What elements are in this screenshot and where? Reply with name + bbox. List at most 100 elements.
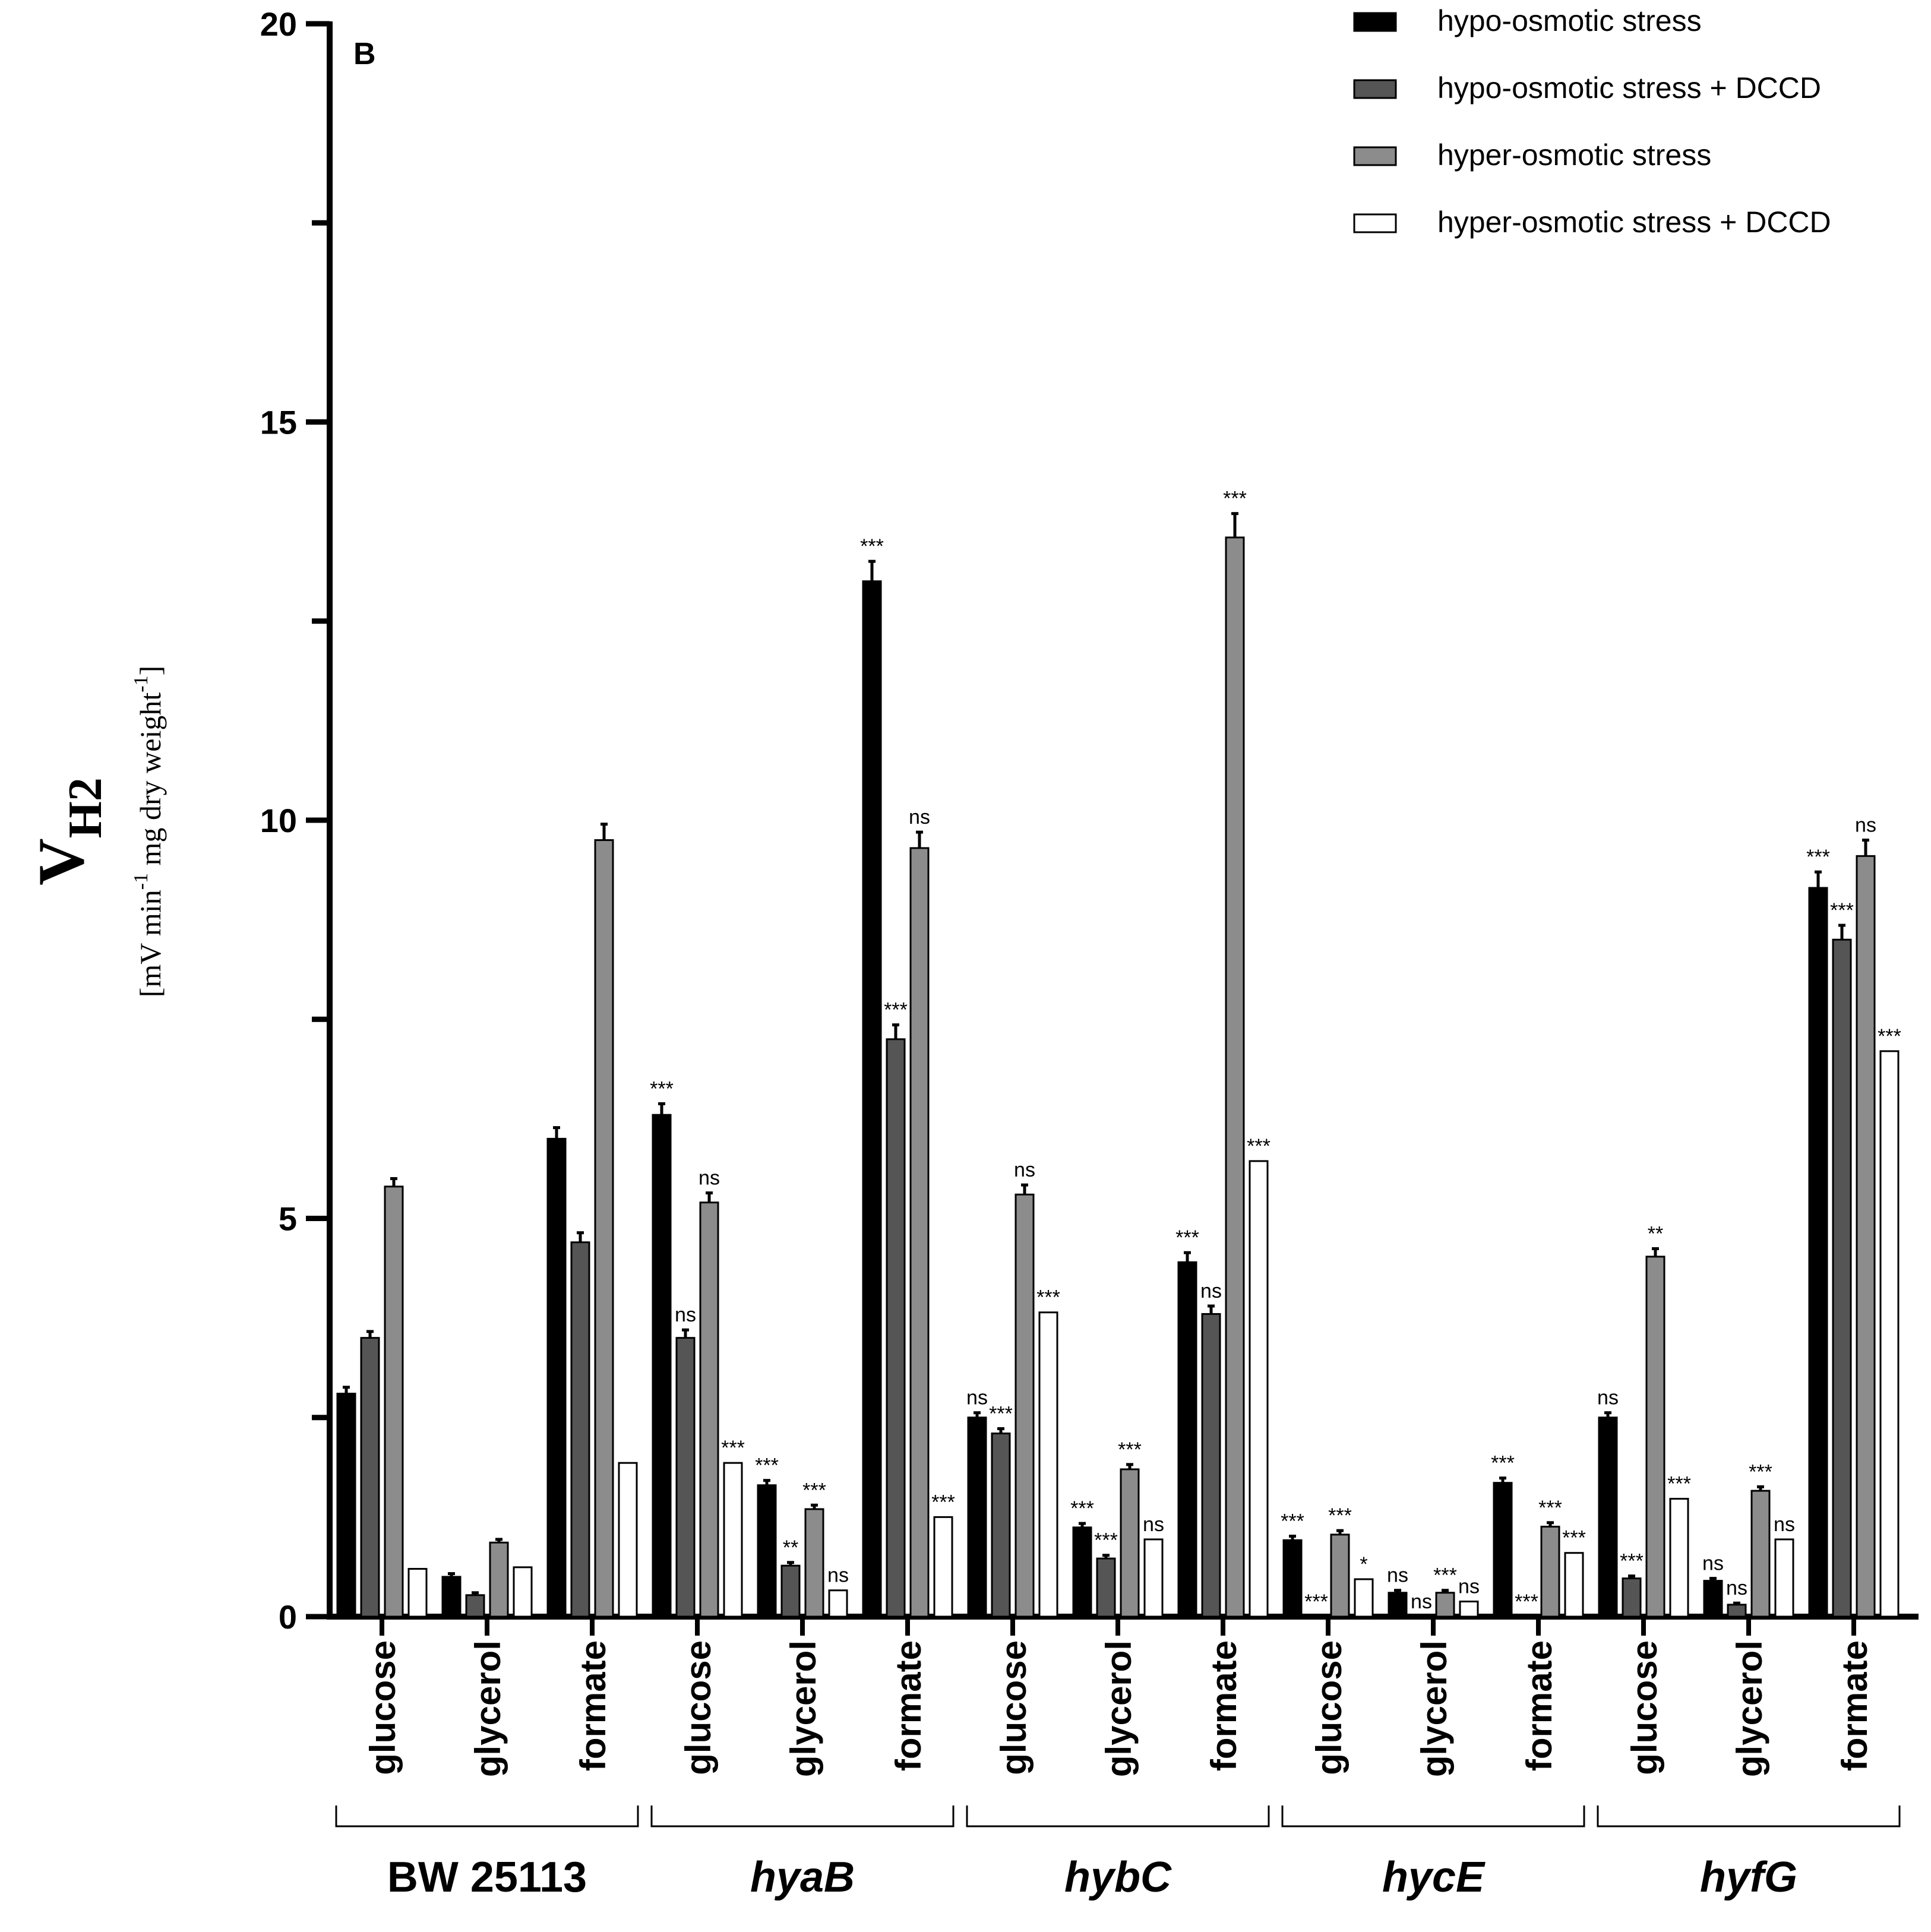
category-label: formate	[1835, 1640, 1875, 1771]
significance-label: ***	[802, 1479, 826, 1501]
category-label: formate	[1519, 1640, 1559, 1771]
bar	[570, 1241, 590, 1618]
bar	[1856, 855, 1876, 1618]
category-label: glucose	[994, 1640, 1034, 1775]
group-label: hyfG	[1700, 1854, 1797, 1901]
significance-label: ***	[1878, 1025, 1901, 1048]
bar	[360, 1337, 380, 1618]
category-label: glycerol	[468, 1640, 508, 1777]
significance-label: ***	[1830, 899, 1854, 922]
significance-label: ns	[1387, 1564, 1408, 1587]
y-axis-units-superscript: -1	[130, 675, 152, 692]
significance-label: **	[783, 1536, 798, 1559]
category-label: glucose	[678, 1640, 718, 1775]
bar	[1703, 1580, 1723, 1618]
bar	[489, 1541, 509, 1618]
bar	[1832, 938, 1852, 1618]
significance-label: ***	[1070, 1497, 1094, 1520]
category-label: glucose	[1309, 1640, 1349, 1775]
bar	[618, 1462, 638, 1618]
y-axis-title-symbol: V	[25, 838, 97, 885]
bar	[336, 1393, 356, 1618]
group-label: hycE	[1382, 1854, 1486, 1901]
legend-swatch	[1353, 146, 1397, 166]
significance-label: ***	[1328, 1504, 1352, 1527]
significance-label: **	[1648, 1222, 1663, 1245]
bar	[1459, 1601, 1479, 1618]
bar	[1249, 1160, 1269, 1618]
group-label: hybC	[1064, 1854, 1172, 1901]
bars-layer	[336, 512, 1900, 1618]
significance-label: ns	[1014, 1159, 1035, 1181]
significance-label: ***	[1538, 1497, 1562, 1519]
bar	[1015, 1193, 1035, 1618]
significance-label: ***	[1036, 1286, 1060, 1309]
bar	[1038, 1311, 1058, 1618]
group-bracket	[335, 1805, 639, 1827]
significance-label: ***	[1281, 1510, 1304, 1533]
significance-label: ***	[1433, 1564, 1457, 1587]
bar	[933, 1516, 953, 1618]
significance-label: ***	[1667, 1473, 1691, 1495]
significance-label: ns	[1597, 1387, 1619, 1409]
category-label: glycerol	[783, 1640, 823, 1777]
legend-label: hypo-osmotic stress + DCCD	[1437, 71, 1821, 105]
axes-layer: 0 5 10 15 20	[260, 5, 1919, 1636]
legend-label: hyper-osmotic stress + DCCD	[1437, 205, 1831, 239]
group-bracket	[1597, 1805, 1901, 1827]
significance-label: ***	[1806, 846, 1830, 868]
bar	[1201, 1313, 1221, 1618]
group-bracket	[650, 1805, 955, 1827]
y-tick-label: 5	[279, 1200, 297, 1238]
significance-label: ***	[755, 1454, 779, 1477]
legend-swatch	[1353, 79, 1397, 99]
bar	[384, 1185, 404, 1618]
bar	[1540, 1525, 1560, 1618]
significance-label: ***	[1491, 1452, 1515, 1475]
significance-label: ns	[909, 806, 930, 829]
y-axis-units-text: [mV min	[134, 890, 167, 997]
bar	[441, 1576, 462, 1618]
bar	[991, 1433, 1011, 1618]
category-label: formate	[889, 1640, 928, 1771]
significance-label: ***	[1247, 1135, 1271, 1158]
significance-label: ***	[1223, 488, 1247, 510]
bar	[1354, 1578, 1374, 1618]
significance-label: ***	[650, 1077, 674, 1100]
bar	[1120, 1468, 1140, 1618]
significance-label: ns	[1143, 1513, 1164, 1536]
bar	[675, 1337, 696, 1618]
significance-label: ns	[1200, 1280, 1222, 1302]
bar	[1808, 887, 1828, 1618]
significance-label: *	[1360, 1553, 1367, 1576]
group-bracket	[966, 1805, 1270, 1827]
y-axis-units-text: ]	[134, 666, 167, 676]
legend: hypo-osmotic stress hypo-osmotic stress +…	[1353, 4, 1831, 239]
bar	[407, 1568, 428, 1618]
category-label: glycerol	[1414, 1640, 1454, 1777]
significance-label: ***	[1749, 1460, 1772, 1483]
legend-label: hypo-osmotic stress	[1437, 4, 1702, 37]
significance-label: ***	[721, 1437, 745, 1459]
category-label: glucose	[1625, 1640, 1664, 1775]
bar	[1598, 1416, 1618, 1618]
y-axis-title-main: VH2	[25, 777, 112, 886]
significance-label: ns	[1411, 1590, 1432, 1613]
bar	[1388, 1592, 1408, 1618]
bar	[1072, 1526, 1092, 1618]
bar	[1330, 1533, 1350, 1618]
y-axis-units: [mV min-1 mg dry weight-1]	[130, 666, 167, 997]
bar	[1282, 1539, 1303, 1618]
y-axis-units-text: mg dry weight	[134, 693, 167, 873]
significance-label: ***	[884, 999, 908, 1022]
category-label: glucose	[363, 1640, 403, 1775]
significance-label: ns	[1855, 814, 1876, 837]
significance-label: ***	[1118, 1438, 1142, 1461]
bar	[594, 839, 614, 1618]
significance-label: ns	[827, 1564, 849, 1587]
legend-label: hyper-osmotic stress	[1437, 138, 1711, 172]
group-label: BW 25113	[387, 1854, 587, 1901]
